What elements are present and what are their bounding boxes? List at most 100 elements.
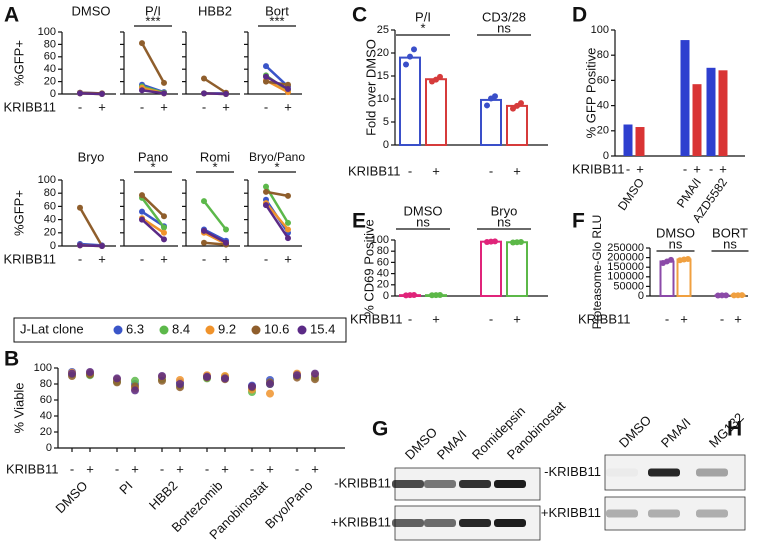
clone-line [79, 92, 103, 96]
x-tick-label: - [115, 461, 119, 476]
panel-letter: G [372, 418, 388, 441]
clone-line [203, 241, 227, 246]
blot-row-label: -KRIBB11 [334, 475, 391, 490]
clone-line [203, 77, 227, 94]
y-axis-label: Fold over DMSO [363, 39, 378, 136]
clone-point [285, 226, 291, 233]
band [392, 519, 424, 527]
y-tick-label: 20 [377, 279, 389, 291]
y-tick-label: 100 [371, 234, 389, 246]
viability-point [176, 380, 184, 388]
band [696, 509, 728, 518]
clone-line [141, 218, 165, 241]
clone-line [141, 89, 165, 95]
x-tick-label: - [140, 251, 144, 266]
viability-point [203, 372, 211, 381]
band [459, 519, 491, 527]
panel-title: Bort [265, 3, 289, 18]
clone-point [263, 188, 269, 195]
y-tick-label: 0 [383, 139, 389, 151]
legend-label: 6.3 [126, 321, 144, 336]
viability-point [293, 371, 301, 380]
bar [635, 127, 645, 156]
x-tick-label: - [489, 311, 493, 326]
y-tick-label: 40 [44, 63, 56, 75]
y-tick-label: 100000 [607, 271, 644, 283]
x-axis-label: KRIBB11 [3, 251, 56, 266]
band [648, 468, 680, 477]
blot-strip [604, 496, 746, 531]
x-tick-label: + [680, 311, 688, 326]
panel-letter: H [727, 418, 742, 441]
panel-letter: B [4, 348, 19, 371]
replicate-point [484, 102, 490, 109]
y-tick-label: 60 [377, 256, 389, 268]
y-tick-label: 100 [591, 24, 609, 36]
clone-point [201, 198, 207, 205]
x-axis-label: KRIBB11 [572, 161, 625, 176]
x-tick-label: - [665, 311, 669, 326]
clone-point [285, 86, 291, 93]
x-tick-label: - [264, 99, 268, 114]
clone-line [203, 200, 227, 231]
clone-point [263, 63, 269, 70]
clone-point [161, 213, 167, 220]
clone-point [161, 224, 167, 231]
bar [623, 124, 633, 156]
band [494, 519, 526, 527]
y-tick-label: 15 [377, 70, 389, 82]
significance: * [420, 20, 425, 35]
y-tick-label: 60 [40, 394, 52, 406]
legend-swatch [297, 325, 307, 335]
clone-point [161, 236, 167, 243]
group-title: DMSO [404, 203, 443, 218]
legend-label: 15.4 [310, 321, 335, 336]
y-axis-label: %GFP+ [11, 190, 26, 236]
clone-point [263, 73, 269, 80]
x-tick-label: - [70, 461, 74, 476]
y-tick-label: 60 [597, 74, 609, 86]
y-tick-label: 0 [383, 290, 389, 302]
bar [506, 104, 528, 146]
x-tick-label: - [709, 161, 713, 176]
clone-point [161, 90, 167, 97]
clone-point [201, 90, 207, 97]
y-tick-label: 100 [38, 26, 56, 38]
x-tick-label: - [295, 461, 299, 476]
y-tick-label: 40 [377, 268, 389, 280]
x-tick-label: + [513, 163, 521, 178]
y-axis-label: % GFP Positive [583, 48, 598, 139]
group-label: DMSO [52, 478, 90, 516]
clone-point [223, 239, 229, 246]
x-tick-label: - [202, 99, 206, 114]
bar [480, 98, 502, 146]
clone-point [201, 227, 207, 234]
clone-point [139, 87, 145, 94]
panel-letter: C [352, 4, 367, 27]
viability-point [158, 372, 166, 380]
x-tick-label: + [266, 461, 274, 476]
x-tick-label: - [202, 251, 206, 266]
y-tick-label: 100 [38, 174, 56, 186]
y-tick-label: 0 [46, 442, 52, 454]
clone-point [263, 78, 269, 85]
panel-title: DMSO [72, 3, 111, 18]
y-tick-label: 20 [44, 76, 56, 88]
y-tick-label: 50000 [613, 280, 644, 292]
band [424, 480, 456, 488]
x-tick-label: - [408, 163, 412, 178]
significance: ns [497, 214, 511, 229]
y-tick-label: 80 [597, 49, 609, 61]
x-tick-label: - [78, 251, 82, 266]
y-tick-label: 0 [50, 240, 56, 252]
group-title: BORT [712, 225, 748, 240]
x-tick-label: - [160, 461, 164, 476]
clone-line [203, 228, 227, 242]
viability-point [68, 369, 76, 378]
band [606, 469, 638, 477]
band [459, 480, 491, 488]
y-tick-label: 80 [40, 378, 52, 390]
viability-point [86, 368, 94, 376]
viability-point [266, 380, 274, 388]
